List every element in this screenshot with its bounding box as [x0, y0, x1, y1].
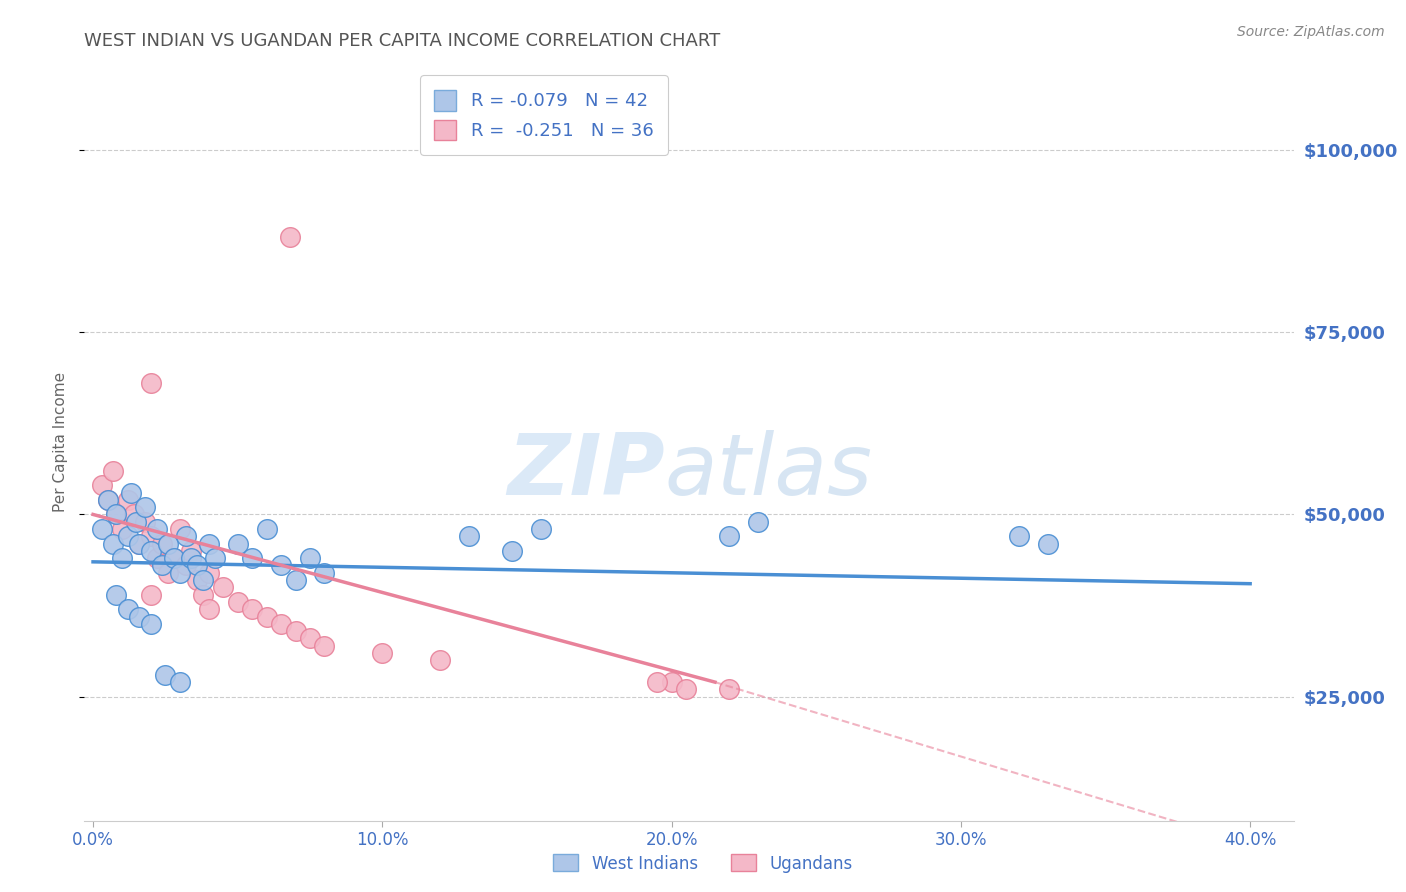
Point	[530, 522, 553, 536]
Point	[145, 551, 167, 566]
Point	[180, 551, 202, 566]
Point	[747, 515, 769, 529]
Point	[117, 529, 139, 543]
Point	[278, 230, 301, 244]
Point	[186, 573, 208, 587]
Point	[122, 508, 145, 522]
Point	[204, 551, 226, 566]
Point	[197, 566, 219, 580]
Point	[163, 551, 186, 566]
Point	[240, 551, 263, 566]
Point	[134, 515, 156, 529]
Text: WEST INDIAN VS UGANDAN PER CAPITA INCOME CORRELATION CHART: WEST INDIAN VS UGANDAN PER CAPITA INCOME…	[84, 32, 721, 50]
Point	[645, 675, 668, 690]
Point	[169, 675, 191, 690]
Point	[163, 551, 186, 566]
Point	[240, 602, 263, 616]
Point	[96, 492, 118, 507]
Point	[117, 602, 139, 616]
Point	[111, 551, 134, 566]
Point	[270, 558, 292, 573]
Point	[128, 609, 150, 624]
Y-axis label: Per Capita Income: Per Capita Income	[53, 371, 69, 512]
Text: ZIP: ZIP	[508, 430, 665, 514]
Point	[139, 616, 162, 631]
Point	[371, 646, 394, 660]
Point	[174, 529, 197, 543]
Point	[139, 529, 162, 543]
Point	[429, 653, 451, 667]
Point	[120, 485, 142, 500]
Legend: West Indians, Ugandans: West Indians, Ugandans	[547, 847, 859, 880]
Point	[169, 566, 191, 580]
Point	[152, 558, 174, 573]
Point	[1036, 536, 1059, 550]
Text: atlas: atlas	[665, 430, 873, 514]
Point	[458, 529, 481, 543]
Point	[134, 500, 156, 515]
Point	[103, 536, 125, 550]
Point	[139, 588, 162, 602]
Point	[298, 551, 321, 566]
Point	[197, 536, 219, 550]
Point	[256, 522, 278, 536]
Point	[152, 536, 174, 550]
Point	[157, 566, 180, 580]
Point	[212, 580, 235, 594]
Point	[139, 544, 162, 558]
Point	[105, 508, 128, 522]
Point	[284, 573, 307, 587]
Point	[111, 522, 134, 536]
Point	[169, 522, 191, 536]
Point	[1008, 529, 1031, 543]
Point	[675, 682, 697, 697]
Point	[661, 675, 683, 690]
Point	[145, 522, 167, 536]
Point	[226, 595, 249, 609]
Point	[226, 536, 249, 550]
Point	[718, 682, 741, 697]
Point	[191, 588, 214, 602]
Point	[139, 376, 162, 391]
Point	[155, 668, 177, 682]
Point	[117, 492, 139, 507]
Text: Source: ZipAtlas.com: Source: ZipAtlas.com	[1237, 25, 1385, 39]
Point	[90, 522, 112, 536]
Point	[314, 566, 336, 580]
Point	[157, 536, 180, 550]
Point	[180, 544, 202, 558]
Point	[501, 544, 523, 558]
Point	[125, 515, 148, 529]
Point	[718, 529, 741, 543]
Point	[191, 573, 214, 587]
Legend: R = -0.079   N = 42, R =  -0.251   N = 36: R = -0.079 N = 42, R = -0.251 N = 36	[420, 75, 668, 155]
Point	[197, 602, 219, 616]
Point	[105, 588, 128, 602]
Point	[314, 639, 336, 653]
Point	[298, 632, 321, 646]
Point	[105, 508, 128, 522]
Point	[256, 609, 278, 624]
Point	[186, 558, 208, 573]
Point	[284, 624, 307, 639]
Point	[96, 492, 118, 507]
Point	[128, 536, 150, 550]
Point	[174, 558, 197, 573]
Point	[270, 616, 292, 631]
Point	[103, 464, 125, 478]
Point	[90, 478, 112, 492]
Point	[128, 536, 150, 550]
